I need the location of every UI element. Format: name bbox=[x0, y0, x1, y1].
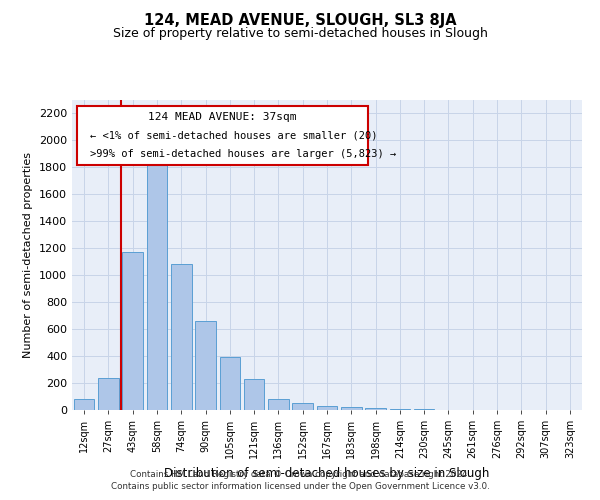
Bar bbox=[122, 252, 143, 410]
Bar bbox=[195, 321, 216, 410]
Text: 124, MEAD AVENUE, SLOUGH, SL3 8JA: 124, MEAD AVENUE, SLOUGH, SL3 8JA bbox=[143, 12, 457, 28]
Bar bbox=[171, 264, 191, 410]
Text: Size of property relative to semi-detached houses in Slough: Size of property relative to semi-detach… bbox=[113, 28, 487, 40]
Bar bbox=[146, 164, 167, 410]
Bar bbox=[244, 379, 265, 410]
Y-axis label: Number of semi-detached properties: Number of semi-detached properties bbox=[23, 152, 34, 358]
Bar bbox=[317, 406, 337, 410]
Text: 124 MEAD AVENUE: 37sqm: 124 MEAD AVENUE: 37sqm bbox=[148, 112, 296, 122]
Bar bbox=[292, 402, 313, 410]
FancyBboxPatch shape bbox=[77, 106, 368, 165]
Bar bbox=[74, 399, 94, 410]
Bar bbox=[389, 409, 410, 410]
Bar bbox=[341, 408, 362, 410]
Text: Contains HM Land Registry data © Crown copyright and database right 2024.: Contains HM Land Registry data © Crown c… bbox=[130, 470, 470, 479]
Text: >99% of semi-detached houses are larger (5,823) →: >99% of semi-detached houses are larger … bbox=[90, 150, 396, 160]
Bar bbox=[365, 408, 386, 410]
Bar bbox=[98, 378, 119, 410]
Bar bbox=[268, 399, 289, 410]
Text: Contains public sector information licensed under the Open Government Licence v3: Contains public sector information licen… bbox=[110, 482, 490, 491]
X-axis label: Distribution of semi-detached houses by size in Slough: Distribution of semi-detached houses by … bbox=[164, 466, 490, 479]
Bar bbox=[220, 358, 240, 410]
Text: ← <1% of semi-detached houses are smaller (20): ← <1% of semi-detached houses are smalle… bbox=[90, 130, 377, 140]
